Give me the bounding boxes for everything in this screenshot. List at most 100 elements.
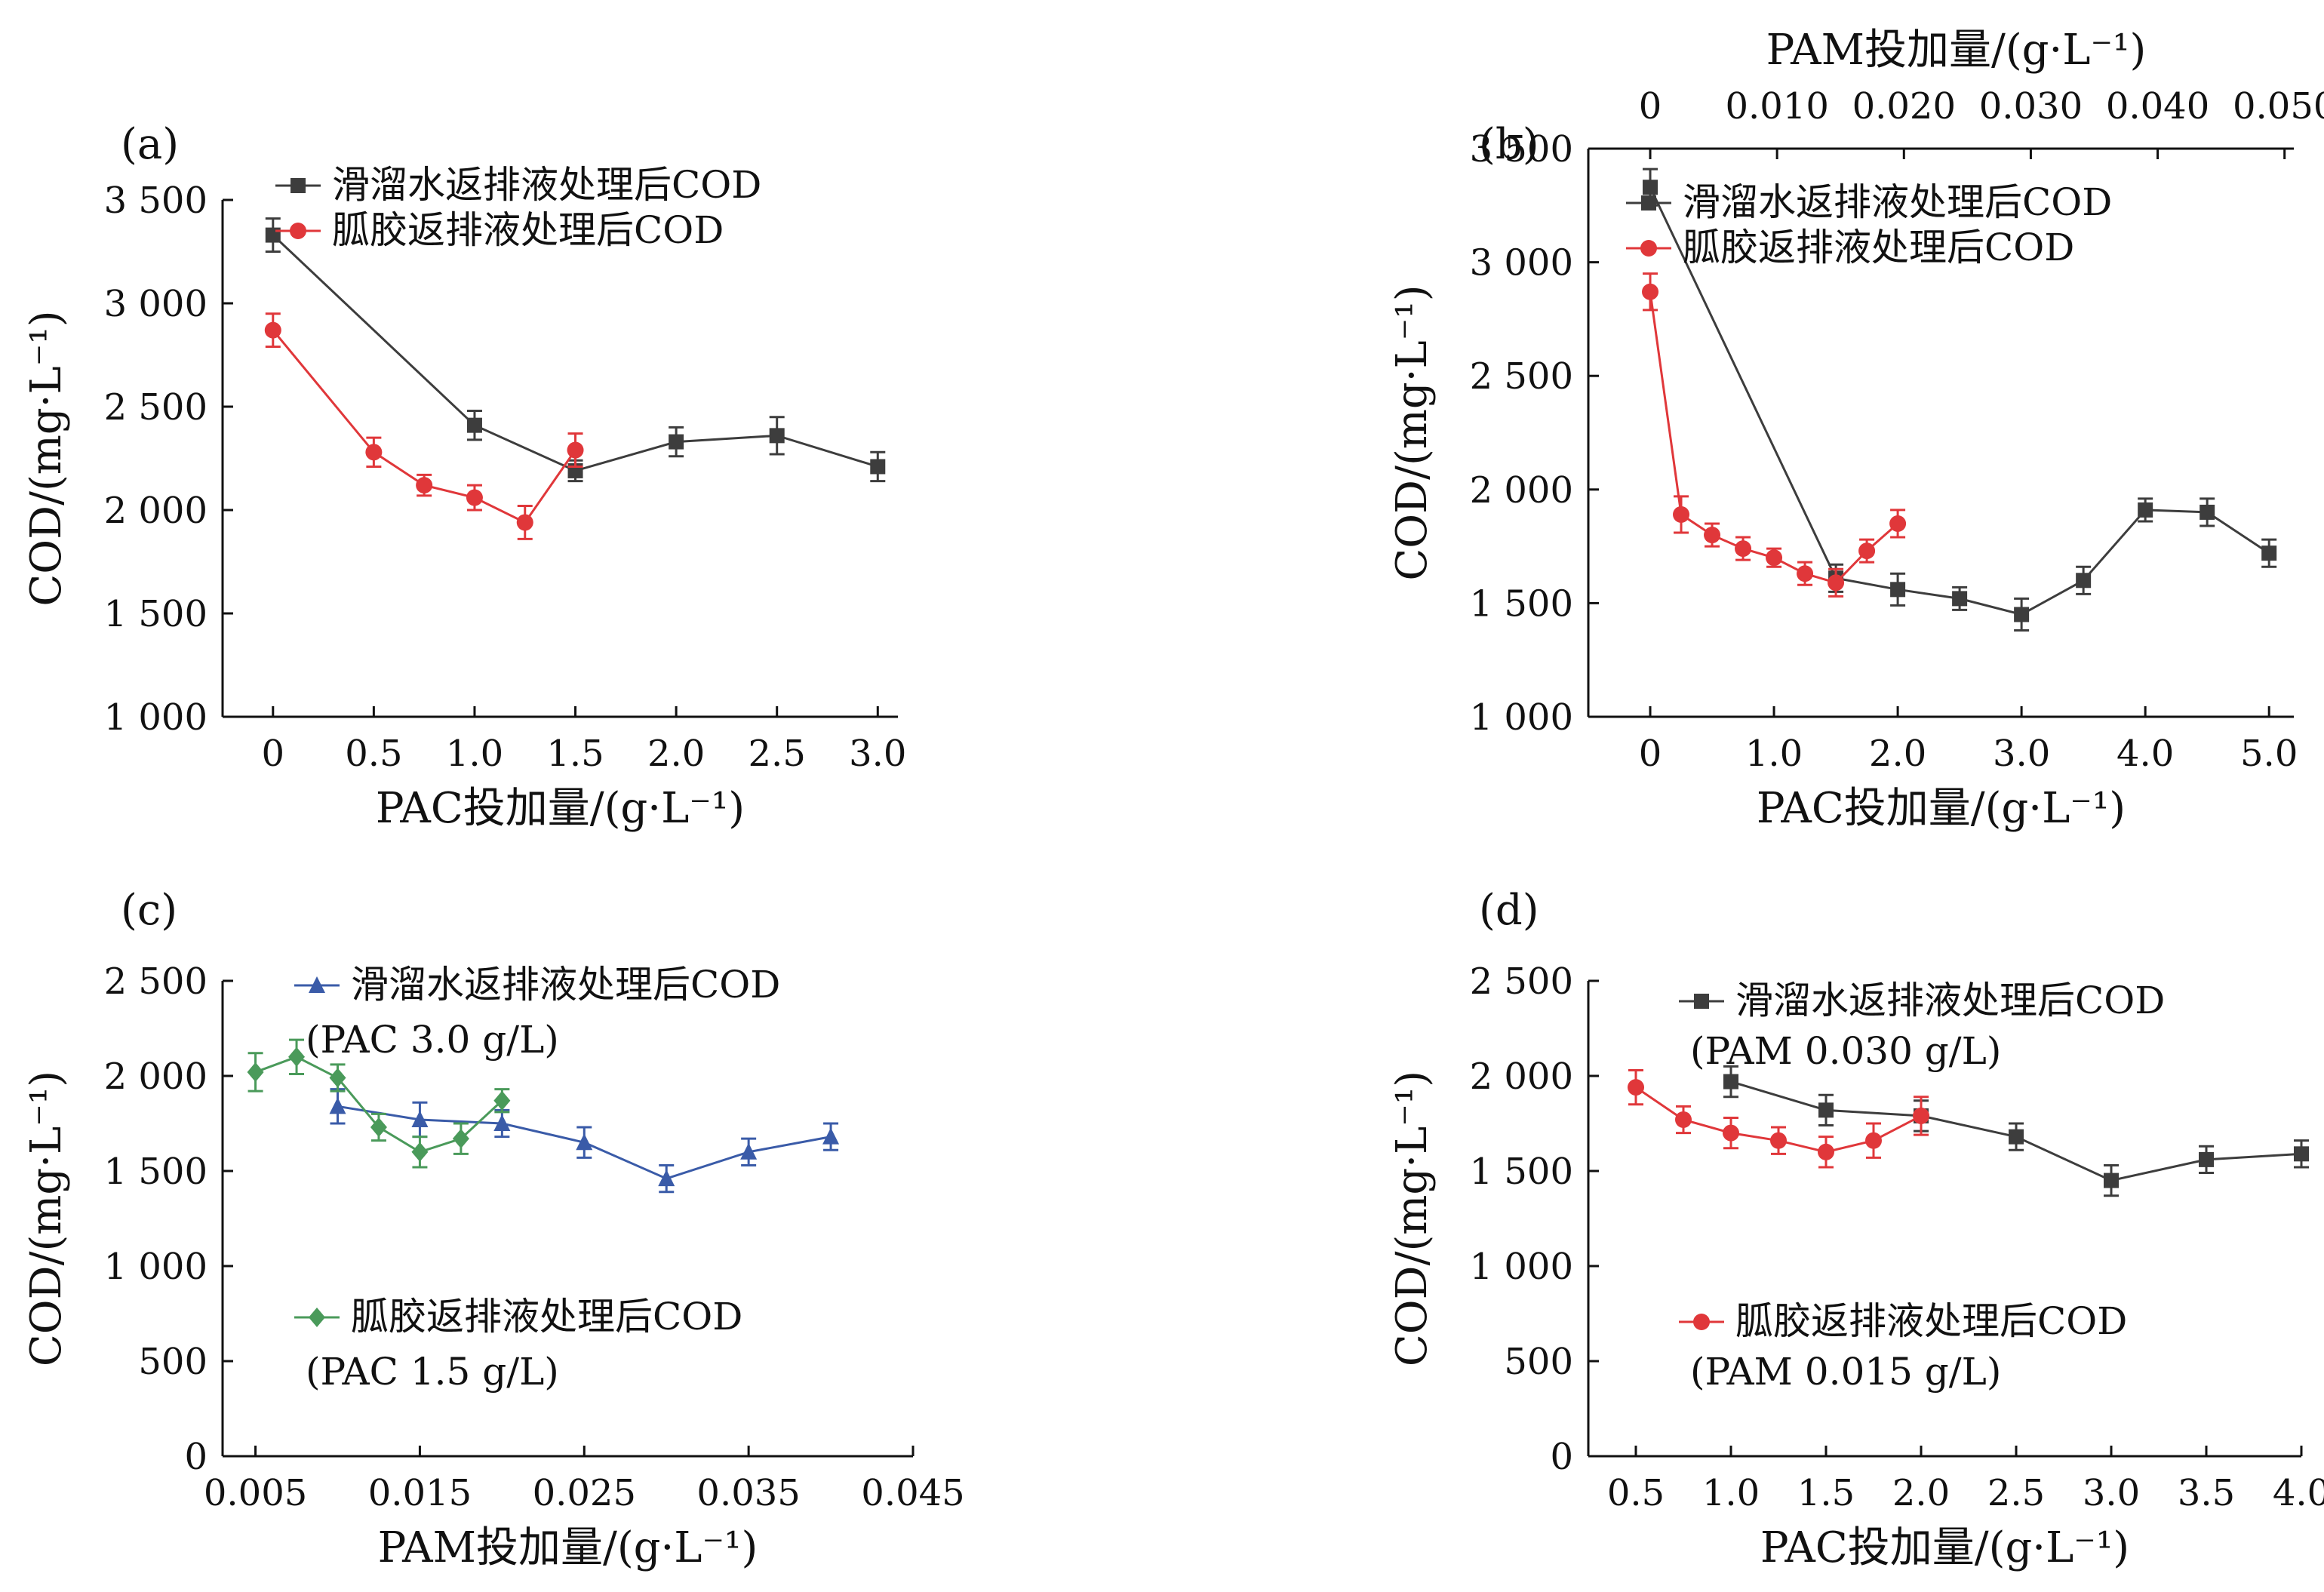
legend-sublabel: (PAM 0.030 g/L) xyxy=(1690,1029,2001,1073)
y-tick-label: 3 500 xyxy=(1470,128,1573,171)
y-axis-title: COD/(mg·L⁻¹) xyxy=(1388,1071,1437,1366)
legend-sublabel: (PAC 1.5 g/L) xyxy=(306,1350,559,1394)
y-tick-label: 500 xyxy=(138,1341,208,1383)
data-point xyxy=(769,428,785,444)
legend-marker xyxy=(1694,994,1709,1009)
x2-axis-title: PAM投加量/(g·L⁻¹) xyxy=(1766,26,2147,75)
y-tick-label: 1 000 xyxy=(1470,1246,1573,1288)
data-point xyxy=(264,321,281,339)
series-1 xyxy=(329,1088,840,1194)
legend-label: 滑溜水返排液处理后COD xyxy=(1735,979,2165,1022)
data-point xyxy=(1723,1074,1738,1090)
x-tick-label: 1.5 xyxy=(1797,1472,1855,1514)
data-point xyxy=(247,1062,264,1082)
legend-marker xyxy=(309,976,325,993)
x-tick-label: 2.0 xyxy=(1892,1472,1950,1514)
data-point xyxy=(740,1142,758,1160)
x-tick-label: 0.025 xyxy=(533,1472,636,1514)
x-tick-label: 3.0 xyxy=(2083,1472,2140,1514)
data-point xyxy=(493,1090,511,1111)
x-axis-title: PAC投加量/(g·L⁻¹) xyxy=(376,784,745,833)
legend-entry-2: 胍胶返排液处理后COD xyxy=(275,208,724,252)
legend-marker xyxy=(309,1308,325,1327)
data-point xyxy=(870,459,886,475)
data-point xyxy=(2014,607,2030,622)
legend-sublabel: (PAC 3.0 g/L) xyxy=(306,1018,559,1062)
y-tick-label: 2 000 xyxy=(1470,1056,1573,1098)
x-tick-label: 3.5 xyxy=(2178,1472,2235,1514)
data-point xyxy=(466,489,483,506)
data-point xyxy=(2104,1172,2119,1188)
x-tick-label: 0.015 xyxy=(368,1472,472,1514)
panel-label: (c) xyxy=(121,886,177,935)
data-point xyxy=(2138,502,2153,518)
y-tick-label: 1 000 xyxy=(1470,696,1573,739)
data-point xyxy=(329,1097,346,1114)
x-tick-label: 1.0 xyxy=(1702,1472,1760,1514)
data-point xyxy=(1913,1107,1929,1124)
data-point xyxy=(658,1169,675,1187)
chart-panel-4: (d) 0 500 1 000 1 500 2 000 2 500 0.5 1.0 1.5 2.0 2… xyxy=(1388,886,2324,1572)
data-point xyxy=(1858,542,1876,560)
data-point xyxy=(2261,546,2277,561)
y-tick-label: 1 500 xyxy=(1470,1151,1573,1193)
data-point xyxy=(822,1127,840,1145)
data-point xyxy=(2076,573,2092,589)
data-point xyxy=(370,1117,387,1138)
data-point xyxy=(1628,1079,1644,1096)
y-tick-label: 2 000 xyxy=(104,1056,208,1098)
x2-tick-label: 0.050 xyxy=(2233,85,2324,128)
legend-entry-2: 胍胶返排液处理后COD (PAM 0.015 g/L) xyxy=(1679,1299,2127,1394)
chart-panel-1: (a) 1 000 1 500 2 000 2 500 3 000 3 500 0 0.5 1.0… xyxy=(22,120,906,833)
data-point xyxy=(2199,1151,2214,1167)
data-point xyxy=(1723,1124,1739,1142)
data-point xyxy=(1818,1102,1834,1118)
panel-label: (d) xyxy=(1479,886,1539,935)
y-tick-label: 2 000 xyxy=(104,490,208,532)
data-point xyxy=(567,441,584,459)
x-tick-label: 0.045 xyxy=(861,1472,964,1514)
data-point xyxy=(466,417,482,433)
data-point xyxy=(493,1114,511,1131)
x-axis-title: PAC投加量/(g·L⁻¹) xyxy=(1757,784,2126,833)
legend-label: 滑溜水返排液处理后COD xyxy=(1683,180,2112,224)
legend-label: 胍胶返排液处理后COD xyxy=(1683,226,2074,269)
data-point xyxy=(1673,506,1690,523)
series-2 xyxy=(1628,1068,1929,1169)
y-axis-title: COD/(mg·L⁻¹) xyxy=(1388,284,1437,580)
data-point xyxy=(416,477,433,494)
x2-tick-label: 0.030 xyxy=(1979,85,2083,128)
x-tick-label: 3.0 xyxy=(849,733,906,775)
data-point xyxy=(452,1129,469,1149)
legend-marker xyxy=(290,178,306,193)
series-line xyxy=(272,234,878,472)
series-1 xyxy=(1723,1065,2309,1197)
x-tick-label: 1.0 xyxy=(446,733,503,775)
x-tick-label: 2.5 xyxy=(749,733,806,775)
data-point xyxy=(1643,180,1658,195)
x-tick-label: 5.0 xyxy=(2240,733,2298,775)
data-point xyxy=(1890,582,1906,598)
legend-sublabel: (PAM 0.015 g/L) xyxy=(1690,1350,2001,1394)
x2-tick-label: 0.010 xyxy=(1725,85,1828,128)
legend-entry-1: 滑溜水返排液处理后COD xyxy=(275,163,761,207)
x-tick-label: 3.0 xyxy=(1993,733,2050,775)
x-tick-label: 0.5 xyxy=(1607,1472,1665,1514)
y-tick-label: 2 000 xyxy=(1470,469,1573,512)
y-tick-label: 1 500 xyxy=(104,1151,208,1193)
x-tick-label: 0 xyxy=(262,733,285,775)
x-tick-label: 4.0 xyxy=(2116,733,2174,775)
legend-entry-1: 滑溜水返排液处理后COD xyxy=(1626,180,2112,224)
x-tick-label: 0.005 xyxy=(204,1472,307,1514)
y-tick-label: 2 500 xyxy=(1470,960,1573,1003)
series-line xyxy=(272,329,576,524)
x2-tick-label: 0 xyxy=(1639,85,1662,128)
panel-label: (a) xyxy=(121,120,179,169)
y-tick-label: 0 xyxy=(184,1436,208,1478)
data-point xyxy=(1704,527,1721,544)
y-axis-title: COD/(mg·L⁻¹) xyxy=(22,1071,71,1366)
y-tick-label: 2 500 xyxy=(104,960,208,1003)
x-tick-label: 0.035 xyxy=(696,1472,800,1514)
data-point xyxy=(1952,591,1968,607)
y-tick-label: 1 500 xyxy=(1470,582,1573,625)
